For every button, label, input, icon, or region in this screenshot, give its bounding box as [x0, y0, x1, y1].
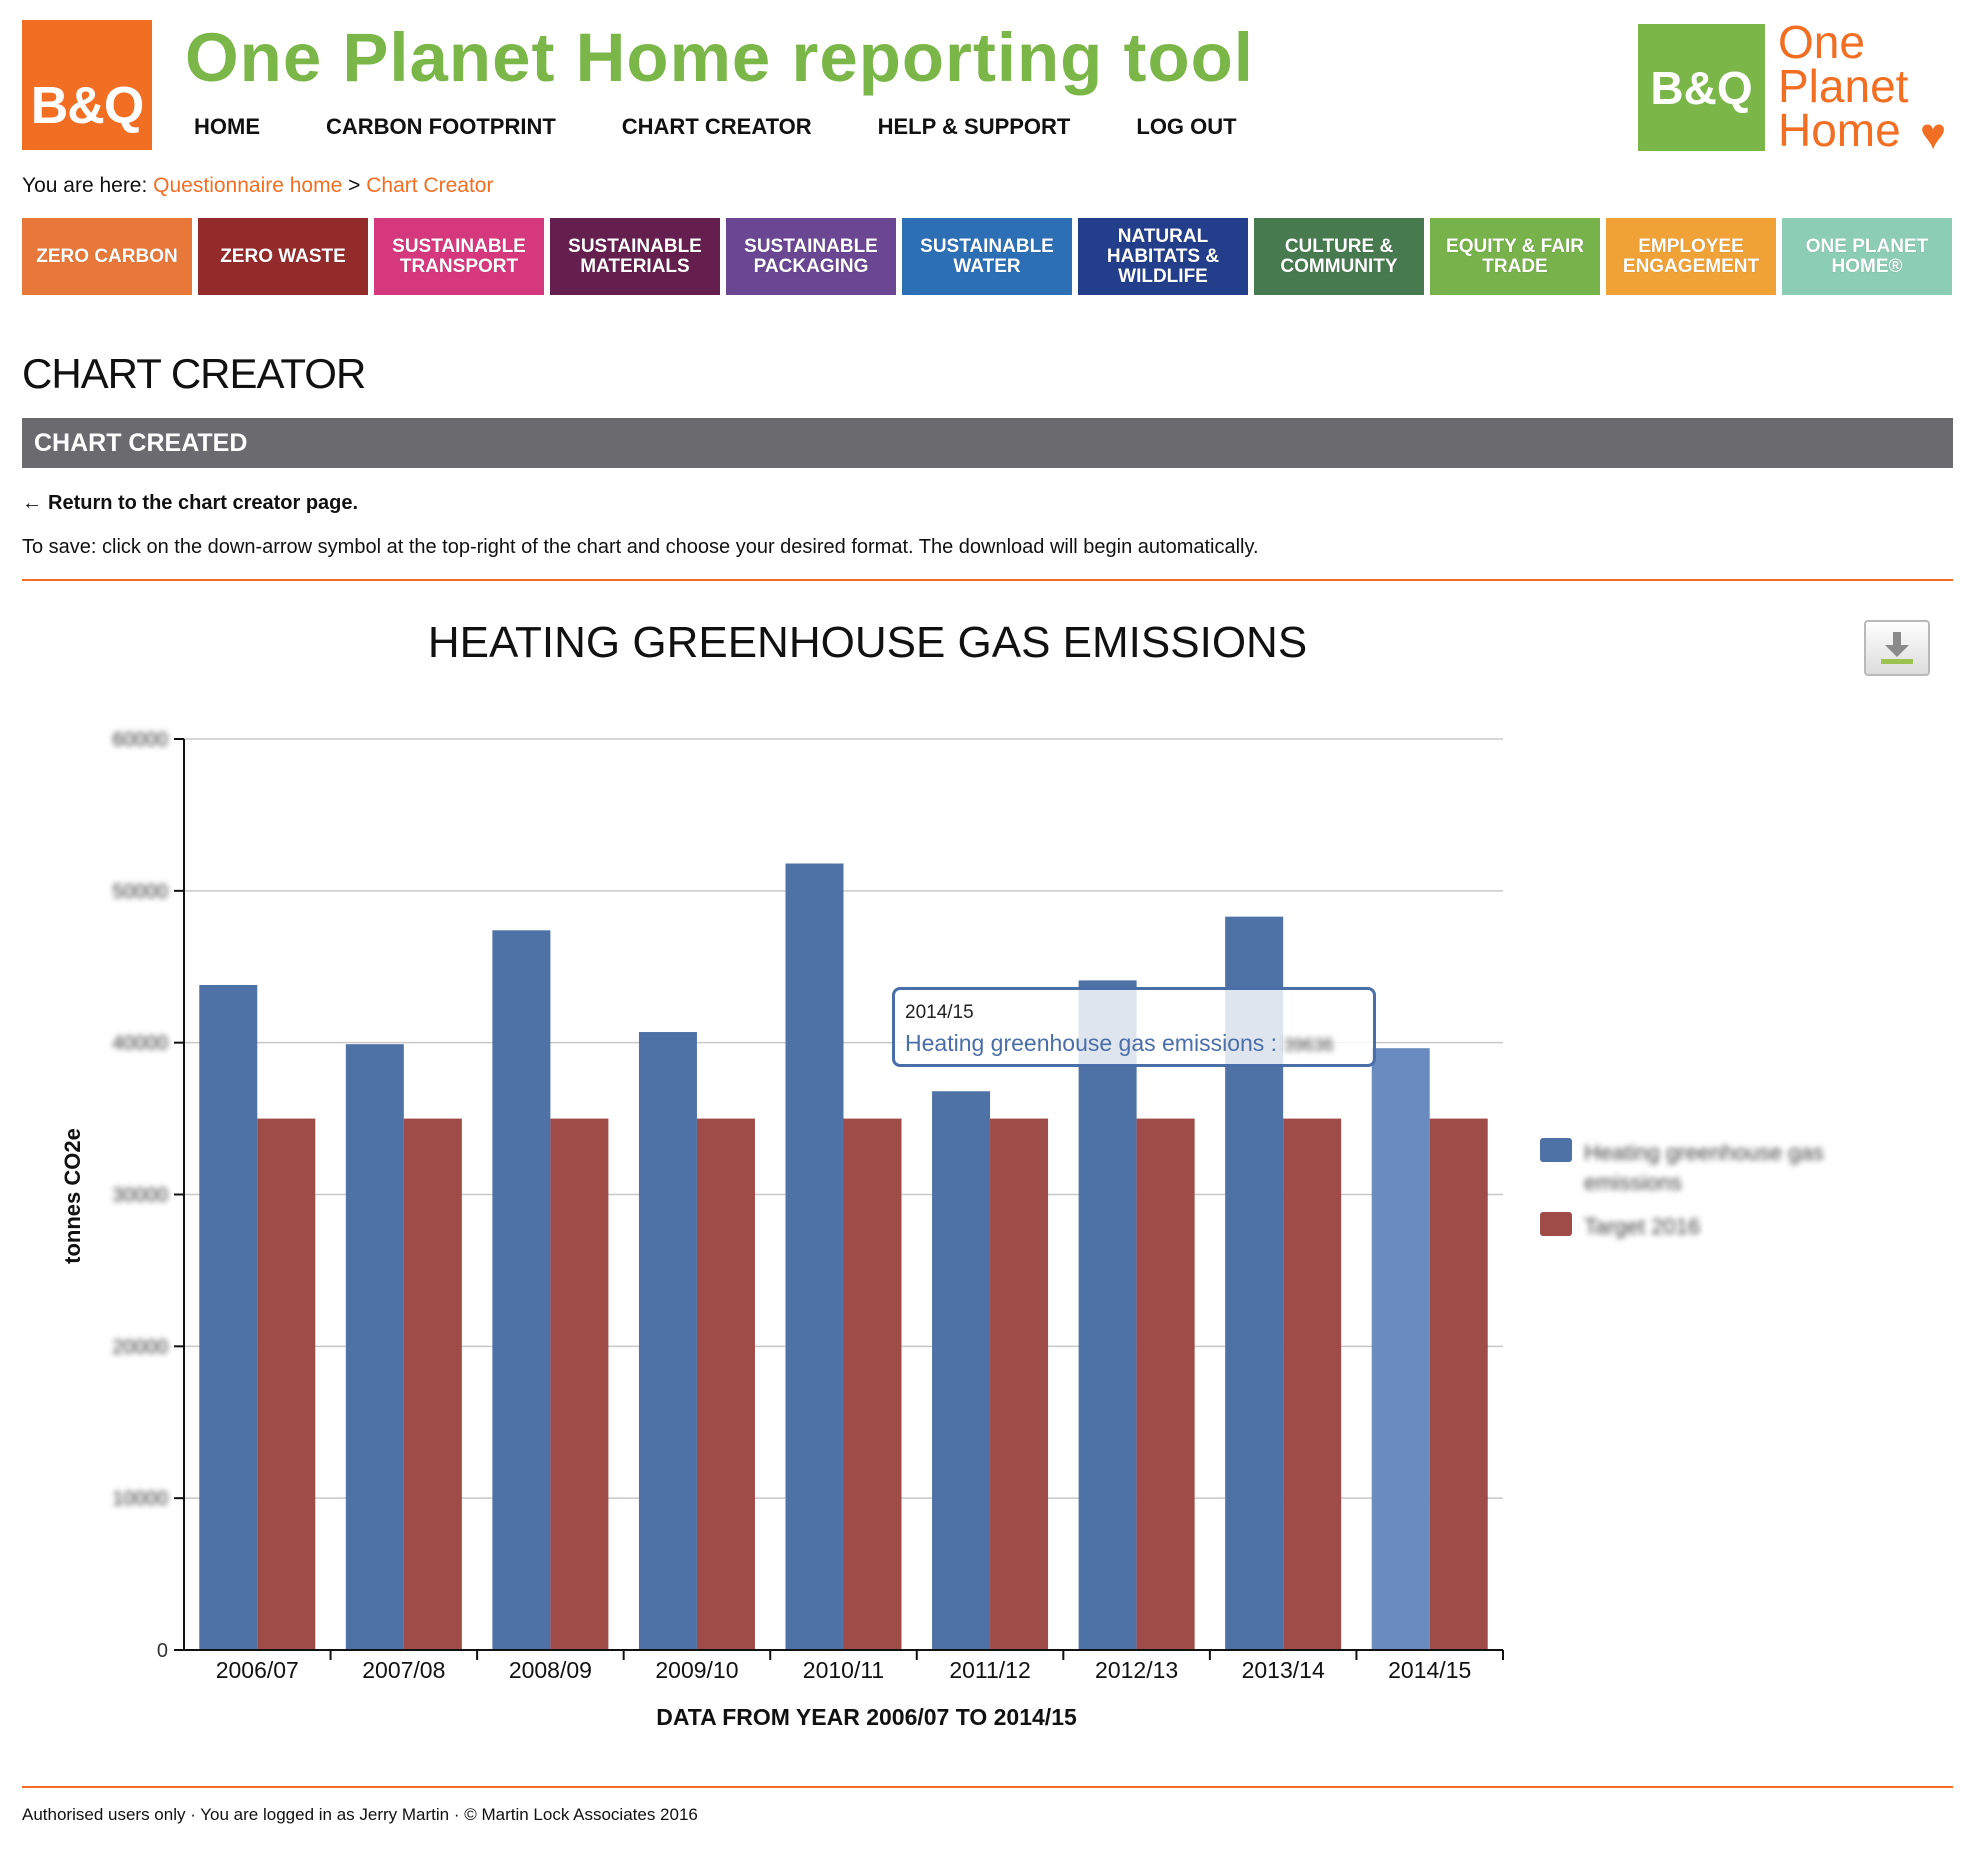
category-zero-carbon[interactable]: ZERO CARBON — [22, 218, 192, 295]
bq-logo[interactable]: B&Q — [22, 20, 152, 150]
category-sustainable-transport[interactable]: SUSTAINABLE TRANSPORT — [374, 218, 544, 295]
heart-icon: ♥ — [1920, 110, 1947, 159]
y-tick-label: 60000 — [112, 729, 168, 751]
nav-chart-creator[interactable]: CHART CREATOR — [621, 114, 812, 139]
wordmark-line-1: One — [1778, 16, 1865, 68]
y-tick-label: 50000 — [112, 881, 168, 903]
category-zero-waste[interactable]: ZERO WASTE — [198, 218, 368, 295]
tooltip-series: Heating greenhouse gas emissions — [905, 1030, 1265, 1056]
breadcrumb-separator: > — [348, 174, 361, 197]
divider-top — [22, 579, 1953, 581]
x-tick-label: 2006/07 — [216, 1657, 299, 1683]
tooltip-separator: : — [1270, 1030, 1278, 1056]
chart-download-button[interactable] — [1864, 620, 1930, 676]
x-tick-label: 2012/13 — [1095, 1657, 1178, 1683]
category-natural-habitats-wildlife[interactable]: NATURAL HABITATS & WILDLIFE — [1078, 218, 1248, 295]
x-tick-label: 2011/12 — [949, 1657, 1030, 1683]
x-axis-title: DATA FROM YEAR 2006/07 TO 2014/15 — [656, 1704, 1077, 1730]
category-one-planet-home[interactable]: ONE PLANET HOME® — [1782, 218, 1952, 295]
nav-carbon-footprint[interactable]: CARBON FOOTPRINT — [326, 114, 556, 139]
x-tick-label: 2010/11 — [803, 1657, 884, 1683]
top-nav: HOME CARBON FOOTPRINT CHART CREATOR HELP… — [194, 114, 1303, 140]
legend-swatch-emissions — [1540, 1138, 1572, 1162]
tooltip-value: 39636 — [1283, 1035, 1334, 1055]
save-instructions: To save: click on the down-arrow symbol … — [22, 536, 1259, 558]
return-link[interactable]: ← Return to the chart creator page. — [22, 492, 358, 515]
tooltip-category: 2014/15 — [905, 1002, 974, 1023]
y-tick-label: 30000 — [112, 1185, 168, 1207]
bar-target — [1429, 1118, 1488, 1650]
chart-legend: Heating greenhouse gas emissions Target … — [1540, 1138, 1864, 1256]
nav-log-out[interactable]: LOG OUT — [1136, 114, 1237, 139]
breadcrumb: You are here: Questionnaire home > Chart… — [22, 174, 493, 198]
x-tick-label: 2007/08 — [362, 1657, 445, 1683]
nav-home[interactable]: HOME — [194, 114, 260, 139]
bar-target — [550, 1118, 609, 1650]
legend-item-target[interactable]: Target 2016 — [1540, 1212, 1864, 1242]
bar-emissions — [1371, 1048, 1430, 1650]
y-tick-label: 20000 — [112, 1336, 168, 1358]
page-title: CHART CREATOR — [22, 350, 366, 397]
x-tick-label: 2014/15 — [1388, 1657, 1471, 1683]
download-arrow-icon — [1881, 632, 1913, 664]
category-sustainable-materials[interactable]: SUSTAINABLE MATERIALS — [550, 218, 720, 295]
site-title: One Planet Home reporting tool — [185, 19, 1254, 96]
bar-target — [696, 1118, 755, 1650]
chart-plot: 0 10000 20000 30000 40000 50000 60000 2006/07 20… — [60, 729, 1504, 1730]
chart-title: HEATING GREENHOUSE GAS EMISSIONS — [427, 618, 1308, 667]
x-tick-label: 2013/14 — [1242, 1657, 1325, 1683]
return-link-label: Return to the chart creator page. — [48, 492, 359, 514]
bq-green-logo-text: B&Q — [1650, 61, 1753, 114]
y-tick-label: 0 — [157, 1640, 168, 1662]
one-planet-home-wordmark: One Planet Home — [1778, 16, 1909, 156]
category-equity-fair-trade[interactable]: EQUITY & FAIR TRADE — [1430, 218, 1600, 295]
divider-bottom — [22, 1786, 1953, 1788]
bar-target — [1136, 1118, 1195, 1650]
bar-target — [990, 1118, 1049, 1650]
footer-text: Authorised users only · You are logged i… — [22, 1805, 698, 1824]
chart-tooltip: 2014/15 Heating greenhouse gas emissions… — [892, 987, 1376, 1067]
x-tick-label: 2009/10 — [655, 1657, 738, 1683]
legend-label-target: Target 2016 — [1584, 1214, 1701, 1239]
breadcrumb-prefix: You are here: — [22, 174, 148, 197]
bar-target — [1283, 1118, 1342, 1650]
bar-emissions — [492, 930, 551, 1650]
nav-help-support[interactable]: HELP & SUPPORT — [877, 114, 1071, 139]
y-tick-label: 40000 — [112, 1033, 168, 1055]
bar-emissions — [785, 863, 844, 1650]
bar-emissions — [345, 1044, 404, 1650]
x-tick-label: 2008/09 — [509, 1657, 592, 1683]
one-planet-home-logo: B&Q One Planet Home ♥ — [1638, 19, 1954, 159]
legend-swatch-target — [1540, 1212, 1572, 1236]
category-tiles: ZERO CARBON ZERO WASTE SUSTAINABLE TRANS… — [22, 218, 1958, 295]
bar-emissions — [199, 984, 258, 1650]
wordmark-line-2: Planet — [1778, 60, 1909, 112]
bq-green-logo: B&Q — [1638, 24, 1765, 151]
bar-target — [403, 1118, 462, 1650]
wordmark-line-3: Home — [1778, 104, 1901, 156]
y-axis-title: tonnes CO2e — [60, 1128, 85, 1264]
legend-label-emissions: Heating greenhouse gas emissions — [1584, 1140, 1824, 1195]
bq-logo-text: B&Q — [30, 77, 145, 135]
bar-target — [257, 1118, 316, 1650]
tooltip-body: Heating greenhouse gas emissions : 39636 — [905, 1030, 1363, 1057]
legend-item-emissions[interactable]: Heating greenhouse gas emissions — [1540, 1138, 1864, 1198]
bar-emissions — [638, 1032, 697, 1650]
category-sustainable-packaging[interactable]: SUSTAINABLE PACKAGING — [726, 218, 896, 295]
breadcrumb-questionnaire-home[interactable]: Questionnaire home — [153, 174, 343, 197]
bar-emissions — [1078, 980, 1137, 1650]
bar-emissions — [932, 1091, 991, 1650]
breadcrumb-chart-creator[interactable]: Chart Creator — [366, 174, 494, 197]
arrow-left-icon: ← — [22, 492, 42, 514]
section-header: CHART CREATED — [22, 418, 1953, 468]
category-sustainable-water[interactable]: SUSTAINABLE WATER — [902, 218, 1072, 295]
category-employee-engagement[interactable]: EMPLOYEE ENGAGEMENT — [1606, 218, 1776, 295]
category-culture-community[interactable]: CULTURE & COMMUNITY — [1254, 218, 1424, 295]
bar-target — [843, 1118, 902, 1650]
y-tick-label: 10000 — [112, 1488, 168, 1510]
